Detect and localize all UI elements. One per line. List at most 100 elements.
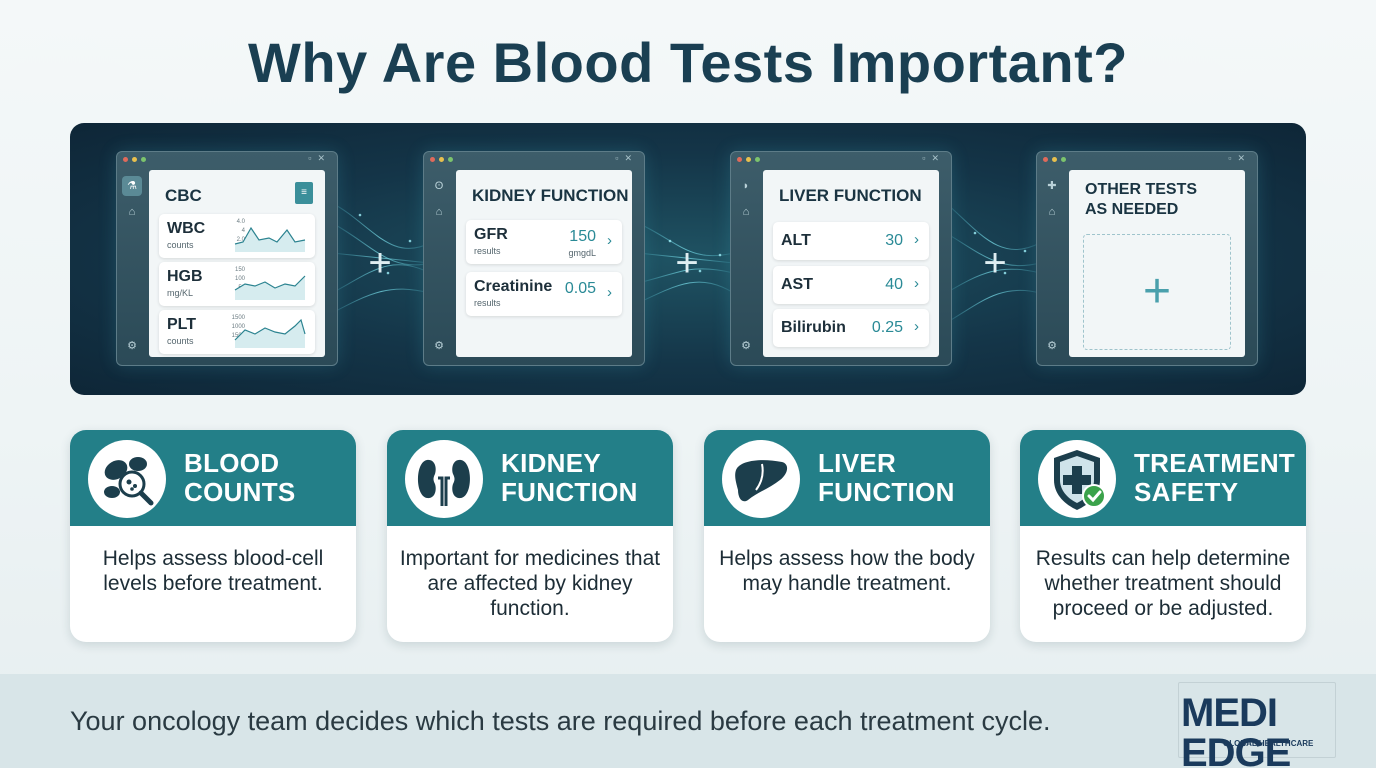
plt-sub: counts	[167, 336, 194, 346]
ast-row[interactable]: AST 40 ›	[773, 266, 929, 304]
maximize-dot-icon[interactable]	[1061, 157, 1066, 162]
minimize-dot-icon[interactable]	[1052, 157, 1057, 162]
card-description: Important for medicines that are affecte…	[399, 547, 661, 620]
plt-label: PLT	[167, 316, 197, 333]
bilirubin-value: 0.25	[871, 319, 903, 336]
card-title: LIVER FUNCTION	[818, 448, 955, 507]
card-description: Helps assess how the body may handle tre…	[719, 547, 975, 595]
window-titlebar: ▫✕	[731, 152, 951, 166]
wbc-sparkline	[234, 226, 306, 252]
gear-icon[interactable]: ⚙	[434, 340, 444, 352]
wbc-row[interactable]: WBC counts 4.042.00	[159, 214, 315, 258]
card-header: LIVER FUNCTION	[704, 430, 990, 526]
cbc-content: CBC ≡ WBC counts 4.042.00 HGB mg/KL 1501…	[149, 170, 325, 357]
data-flow-lines	[331, 202, 1041, 324]
alt-value: 30	[885, 232, 903, 249]
hgb-row[interactable]: HGB mg/KL 150100500	[159, 262, 315, 306]
card-title: BLOOD COUNTS	[184, 448, 296, 507]
maximize-dot-icon[interactable]	[448, 157, 453, 162]
blood-counts-card: BLOOD COUNTS Helps assess blood-cell leve…	[70, 430, 356, 642]
add-icon[interactable]: +	[1142, 265, 1172, 318]
brand-logo[interactable]: MEDI EDGE GLOBAL HEALTHCARE	[1178, 682, 1336, 768]
add-test-placeholder[interactable]: +	[1083, 234, 1231, 350]
wbc-sub: counts	[167, 240, 194, 250]
logo-tagline: GLOBAL HEALTHCARE	[1223, 739, 1314, 748]
window-titlebar: ▫✕	[1037, 152, 1257, 166]
card-description: Results can help determine whether treat…	[1035, 547, 1291, 620]
ast-value: 40	[885, 276, 903, 293]
liver-function-window: ▫✕ ◗ ⌂ ⚙ LIVER FUNCTION ALT 30 › AST 40 …	[730, 151, 952, 366]
chevron-right-icon[interactable]: ›	[914, 275, 919, 292]
lock-icon[interactable]: ⌂	[435, 206, 443, 218]
close-dot-icon[interactable]	[430, 157, 435, 162]
maximize-dot-icon[interactable]	[141, 157, 146, 162]
kidney-function-window: ▫✕ ʘ ⌂ ⚙ KIDNEY FUNCTION GFR results 150…	[423, 151, 645, 366]
close-dot-icon[interactable]	[1043, 157, 1048, 162]
creatinine-sub: results	[474, 298, 501, 308]
window-controls-icon[interactable]: ▫✕	[1228, 153, 1251, 163]
kidneys-icon	[405, 440, 483, 518]
page-title: Why Are Blood Tests Important?	[248, 31, 1128, 94]
wbc-label: WBC	[167, 220, 206, 237]
card-header: BLOOD COUNTS	[70, 430, 356, 526]
plus-separator-2: +	[675, 241, 699, 285]
gear-icon[interactable]: ⚙	[1047, 340, 1057, 352]
bilirubin-row[interactable]: Bilirubin 0.25 ›	[773, 309, 929, 347]
lock-icon[interactable]: ⌂	[128, 206, 136, 218]
window-titlebar: ▫✕	[424, 152, 644, 166]
kidney-function-card: KIDNEY FUNCTION Important for medicines t…	[387, 430, 673, 642]
card-title: TREATMENT SAFETY	[1134, 448, 1296, 507]
bilirubin-label: Bilirubin	[781, 319, 846, 336]
chevron-right-icon[interactable]: ›	[914, 231, 919, 248]
flask-icon[interactable]: ⚗	[122, 176, 142, 196]
liver-content: LIVER FUNCTION ALT 30 › AST 40 › Bilirub…	[763, 170, 939, 357]
window-sidebar: ⚗ ⌂ ⚙	[117, 168, 147, 365]
alt-label: ALT	[781, 232, 811, 249]
cbc-title: CBC	[165, 186, 202, 205]
window-titlebar: ▫✕	[117, 152, 337, 166]
window-controls-icon[interactable]: ▫✕	[922, 153, 945, 163]
window-controls-icon[interactable]: ▫✕	[615, 153, 638, 163]
liver-icon[interactable]: ◗	[742, 180, 750, 192]
lock-icon[interactable]: ⌂	[742, 206, 750, 218]
lock-icon[interactable]: ⌂	[1048, 206, 1056, 218]
chevron-right-icon[interactable]: ›	[607, 284, 612, 301]
other-tests-window: ▫✕ ✚ ⌂ ⚙ OTHER TESTS AS NEEDED +	[1036, 151, 1258, 366]
blood-cells-magnifier-icon	[88, 440, 166, 518]
liver-title: LIVER FUNCTION	[779, 186, 922, 205]
gfr-label: GFR	[474, 226, 508, 243]
minimize-dot-icon[interactable]	[746, 157, 751, 162]
hgb-sparkline	[234, 275, 306, 300]
creatinine-label: Creatinine	[474, 278, 553, 295]
close-dot-icon[interactable]	[737, 157, 742, 162]
gear-icon[interactable]: ⚙	[127, 340, 137, 352]
kidney-icon[interactable]: ʘ	[434, 180, 444, 192]
card-header: KIDNEY FUNCTION	[387, 430, 673, 526]
alt-row[interactable]: ALT 30 ›	[773, 222, 929, 260]
chevron-right-icon[interactable]: ›	[607, 232, 612, 249]
maximize-dot-icon[interactable]	[755, 157, 760, 162]
plt-sparkline	[234, 318, 306, 348]
close-dot-icon[interactable]	[123, 157, 128, 162]
gfr-unit: gmgdL	[568, 248, 596, 258]
hgb-sub: mg/KL	[167, 288, 194, 298]
kidney-content: KIDNEY FUNCTION GFR results 150 gmgdL › …	[456, 170, 632, 357]
window-controls-icon[interactable]: ▫✕	[308, 153, 331, 163]
minimize-dot-icon[interactable]	[132, 157, 137, 162]
gfr-row[interactable]: GFR results 150 gmgdL ›	[466, 220, 622, 264]
chevron-right-icon[interactable]: ›	[914, 318, 919, 335]
liver-icon	[722, 440, 800, 518]
medical-plus-icon[interactable]: ✚	[1047, 180, 1057, 192]
plus-separator-3: +	[983, 241, 1007, 285]
plt-row[interactable]: PLT counts 1500100015000	[159, 310, 315, 354]
window-sidebar: ✚ ⌂ ⚙	[1037, 168, 1067, 365]
minimize-dot-icon[interactable]	[439, 157, 444, 162]
other-tests-title: OTHER TESTS AS NEEDED	[1085, 181, 1198, 218]
creatinine-value: 0.05	[564, 280, 596, 297]
window-sidebar: ◗ ⌂ ⚙	[731, 168, 761, 365]
creatinine-row[interactable]: Creatinine results 0.05 ›	[466, 272, 622, 316]
document-icon[interactable]: ≡	[295, 182, 313, 204]
hgb-label: HGB	[167, 268, 203, 285]
kidney-title: KIDNEY FUNCTION	[472, 186, 629, 205]
gear-icon[interactable]: ⚙	[741, 340, 751, 352]
